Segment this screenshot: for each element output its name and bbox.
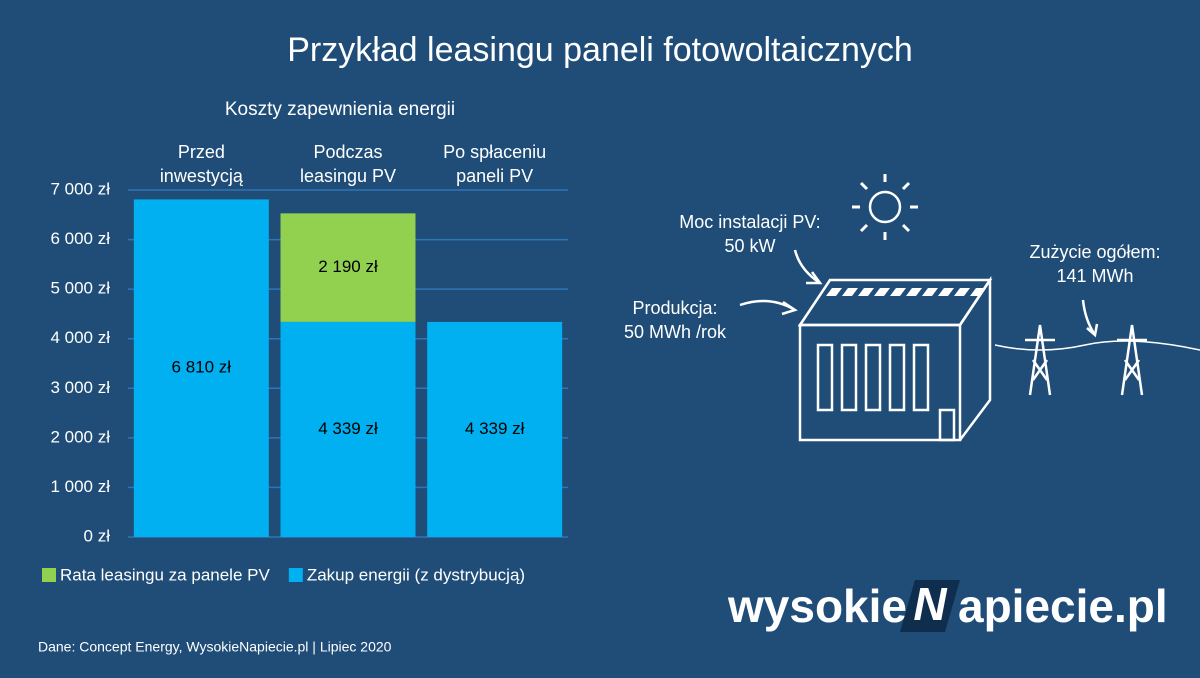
bar	[280, 321, 416, 537]
logo-mark-bg	[900, 580, 960, 632]
y-tick-label: 3 000 zł	[50, 378, 110, 397]
x-category-label: Przed inwestycją	[159, 142, 243, 186]
y-tick-label: 1 000 zł	[50, 477, 110, 496]
bar	[427, 321, 563, 537]
chart-title: Przykład leasingu paneli fotowoltaicznyc…	[287, 31, 913, 69]
logo-left: wysokie	[727, 580, 907, 632]
bar	[280, 213, 416, 322]
x-category-label: Podczas leasingu PV	[299, 142, 397, 186]
y-tick-label: 5 000 zł	[50, 279, 110, 298]
y-tick-label: 2 000 zł	[50, 427, 110, 446]
value-label: 4 339 zł	[318, 419, 378, 438]
logo-mark: N	[913, 578, 947, 630]
logo-right: apiecie.pl	[958, 580, 1168, 632]
value-label: 4 339 zł	[465, 419, 525, 438]
bar	[133, 199, 269, 537]
y-tick-label: 7 000 zł	[50, 179, 110, 198]
x-category-label: Po spłaceniu paneli PV	[443, 142, 547, 186]
value-label: 2 190 zł	[318, 257, 378, 276]
legend-label: Rata leasingu za panele PV	[60, 565, 270, 584]
diagram-label: Zużycie ogółem: 141 MWh	[1029, 242, 1161, 286]
solar-panels	[826, 288, 984, 296]
value-label: 6 810 zł	[172, 358, 232, 377]
y-tick-label: 6 000 zł	[50, 229, 110, 248]
source: Dane: Concept Energy, WysokieNapiecie.pl…	[38, 639, 392, 655]
y-tick-label: 0 zł	[84, 526, 111, 545]
diagram-art	[739, 174, 1200, 442]
diagram-label: Produkcja: 50 MWh /rok	[623, 298, 727, 342]
chart-subtitle: Koszty zapewnienia energii	[225, 99, 455, 120]
legend-swatch	[42, 568, 56, 582]
legend-swatch	[288, 568, 303, 582]
y-tick-label: 4 000 zł	[50, 328, 110, 347]
legend-label: Zakup energii (z dystrybucją)	[307, 565, 525, 584]
diagram-label: Moc instalacji PV: 50 kW	[679, 212, 821, 256]
